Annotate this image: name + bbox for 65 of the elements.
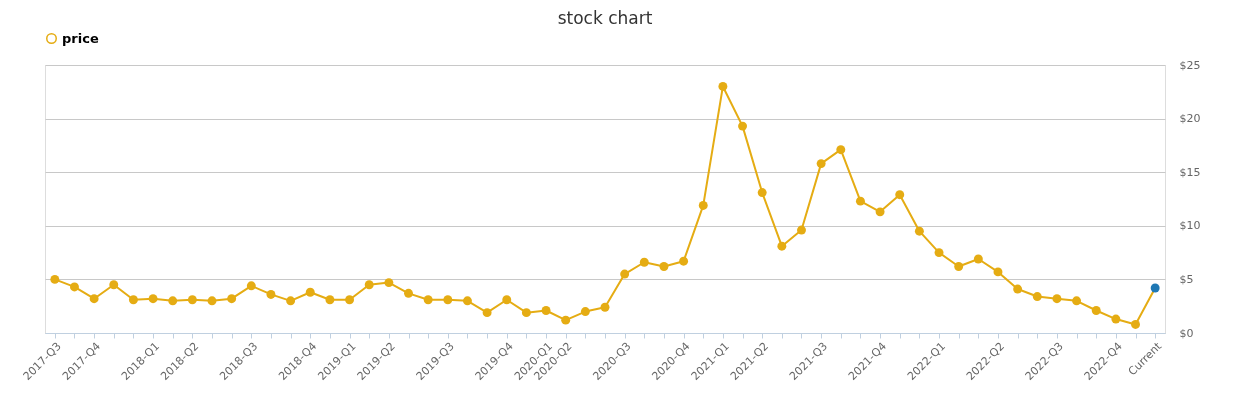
point xyxy=(1111,314,1121,324)
point xyxy=(443,295,453,305)
point xyxy=(128,295,138,305)
point xyxy=(541,306,551,315)
point xyxy=(718,81,728,91)
point xyxy=(89,294,99,304)
point xyxy=(993,267,1003,277)
point xyxy=(168,296,178,306)
point xyxy=(698,200,708,210)
point xyxy=(462,296,472,306)
point xyxy=(1032,292,1042,302)
point xyxy=(1013,284,1023,294)
point xyxy=(973,254,983,264)
point xyxy=(914,226,924,236)
point xyxy=(482,308,492,318)
point xyxy=(639,257,649,267)
y-tick-label: $5 xyxy=(1179,272,1194,286)
point xyxy=(1131,319,1140,329)
point xyxy=(1072,296,1082,306)
point xyxy=(109,280,119,290)
chart-title: stock chart xyxy=(557,8,653,28)
point xyxy=(875,207,885,217)
point xyxy=(364,280,374,290)
point xyxy=(934,248,944,258)
point xyxy=(561,315,571,325)
point xyxy=(404,288,413,298)
point xyxy=(679,256,689,266)
point xyxy=(600,302,610,312)
point xyxy=(580,307,590,317)
point xyxy=(1150,283,1160,293)
point xyxy=(797,225,806,235)
y-tick-label: $25 xyxy=(1179,58,1201,72)
point xyxy=(659,262,669,271)
y-tick-label: $15 xyxy=(1179,165,1201,179)
point xyxy=(305,287,315,297)
point xyxy=(246,281,256,291)
y-tick-label: $0 xyxy=(1179,326,1194,340)
y-tick-label: $10 xyxy=(1179,219,1201,233)
point xyxy=(187,295,197,305)
point xyxy=(70,282,79,292)
point xyxy=(148,294,158,304)
point xyxy=(325,295,335,305)
point xyxy=(1091,306,1101,315)
point xyxy=(954,262,964,271)
legend-label: price xyxy=(62,30,99,46)
point xyxy=(50,274,60,284)
y-tick-label: $20 xyxy=(1179,112,1201,126)
point xyxy=(836,145,846,155)
point xyxy=(855,196,865,206)
point xyxy=(286,296,296,306)
point xyxy=(816,159,826,169)
point xyxy=(777,241,787,251)
point xyxy=(1052,294,1062,304)
point xyxy=(266,289,276,299)
point xyxy=(502,295,512,305)
point xyxy=(620,269,630,279)
point xyxy=(738,121,748,131)
point xyxy=(384,278,394,288)
point xyxy=(521,308,531,318)
point xyxy=(207,296,217,306)
point xyxy=(757,188,767,198)
point xyxy=(423,295,433,305)
point xyxy=(227,294,237,304)
point xyxy=(345,295,355,305)
point xyxy=(895,190,905,200)
